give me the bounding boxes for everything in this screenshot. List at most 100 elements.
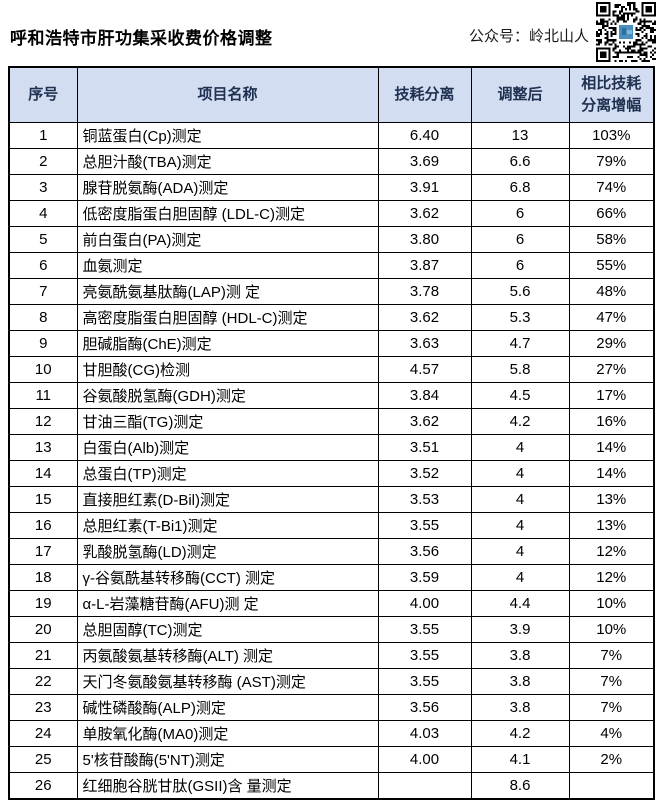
- increase-value: [568, 772, 655, 800]
- table-row: 24 单胺氧化酶(MA0)测定 4.03 4.2 4%: [8, 720, 655, 747]
- increase-value: 79%: [568, 148, 655, 175]
- table-row: 1 铜蓝蛋白(Cp)测定 6.40 13 103%: [8, 122, 655, 149]
- table-row: 20 总胆固醇(TC)测定 3.55 3.9 10%: [8, 616, 655, 643]
- row-no: 5: [8, 226, 78, 253]
- table-body: 1 铜蓝蛋白(Cp)测定 6.40 13 103% 2 总胆汁酸(TBA)测定 3.69 6.6…: [8, 122, 655, 800]
- table-row: 17 乳酸脱氢酶(LD)测定 3.56 4 12%: [8, 538, 655, 565]
- adjusted-value: 5.8: [470, 356, 570, 383]
- adjusted-value: 6: [470, 252, 570, 279]
- adjusted-value: 4: [470, 460, 570, 487]
- sep-value: [377, 772, 472, 800]
- table-row: 26 红细胞谷胱甘肽(GSII)含 量测定 8.6: [8, 772, 655, 800]
- row-no: 8: [8, 304, 78, 331]
- row-no: 10: [8, 356, 78, 383]
- adjusted-value: 4.2: [470, 408, 570, 435]
- increase-value: 17%: [568, 382, 655, 409]
- sep-value: 3.69: [377, 148, 472, 175]
- increase-value: 2%: [568, 746, 655, 773]
- item-name: 亮氨酰氨基肽酶(LAP)测 定: [76, 278, 379, 305]
- row-no: 13: [8, 434, 78, 461]
- item-name: 乳酸脱氢酶(LD)测定: [76, 538, 379, 565]
- table-row: 9 胆碱脂酶(ChE)测定 3.63 4.7 29%: [8, 330, 655, 357]
- item-name: 碱性磷酸酶(ALP)测定: [76, 694, 379, 721]
- adjusted-value: 13: [470, 122, 570, 149]
- sep-value: 3.87: [377, 252, 472, 279]
- sep-value: 3.55: [377, 512, 472, 539]
- increase-value: 27%: [568, 356, 655, 383]
- table-row: 7 亮氨酰氨基肽酶(LAP)测 定 3.78 5.6 48%: [8, 278, 655, 305]
- increase-value: 13%: [568, 512, 655, 539]
- table-row: 2 总胆汁酸(TBA)测定 3.69 6.6 79%: [8, 148, 655, 175]
- item-name: 胆碱脂酶(ChE)测定: [76, 330, 379, 357]
- adjusted-value: 4: [470, 434, 570, 461]
- table-row: 6 血氨测定 3.87 6 55%: [8, 252, 655, 279]
- row-no: 7: [8, 278, 78, 305]
- table-row: 4 低密度脂蛋白胆固醇 (LDL-C)测定 3.62 6 66%: [8, 200, 655, 227]
- table-row: 5 前白蛋白(PA)测定 3.80 6 58%: [8, 226, 655, 253]
- row-no: 26: [8, 772, 78, 800]
- increase-value: 4%: [568, 720, 655, 747]
- item-name: 天门冬氨酸氨基转移酶 (AST)测定: [76, 668, 379, 695]
- sep-value: 3.91: [377, 174, 472, 201]
- item-name: 血氨测定: [76, 252, 379, 279]
- col-header-sep: 技耗分离: [377, 66, 472, 123]
- row-no: 23: [8, 694, 78, 721]
- item-name: 单胺氧化酶(MA0)测定: [76, 720, 379, 747]
- row-no: 18: [8, 564, 78, 591]
- sep-value: 3.84: [377, 382, 472, 409]
- adjusted-value: 4.2: [470, 720, 570, 747]
- table-row: 19 α-L-岩藻糖苷酶(AFU)测 定 4.00 4.4 10%: [8, 590, 655, 617]
- sep-value: 4.00: [377, 590, 472, 617]
- sep-value: 3.56: [377, 538, 472, 565]
- row-no: 9: [8, 330, 78, 357]
- item-name: 腺苷脱氨酶(ADA)测定: [76, 174, 379, 201]
- item-name: 甘胆酸(CG)检测: [76, 356, 379, 383]
- adjusted-value: 4: [470, 512, 570, 539]
- row-no: 1: [8, 122, 78, 149]
- table-row: 23 碱性磷酸酶(ALP)测定 3.56 3.8 7%: [8, 694, 655, 721]
- item-name: 高密度脂蛋白胆固醇 (HDL-C)测定: [76, 304, 379, 331]
- increase-value: 66%: [568, 200, 655, 227]
- adjusted-value: 4.7: [470, 330, 570, 357]
- increase-value: 12%: [568, 538, 655, 565]
- item-name: 低密度脂蛋白胆固醇 (LDL-C)测定: [76, 200, 379, 227]
- sep-value: 6.40: [377, 122, 472, 149]
- adjusted-value: 6: [470, 226, 570, 253]
- adjusted-value: 5.6: [470, 278, 570, 305]
- increase-value: 74%: [568, 174, 655, 201]
- sep-value: 3.55: [377, 668, 472, 695]
- table-row: 18 γ-谷氨酰基转移酶(CCT) 测定 3.59 4 12%: [8, 564, 655, 591]
- increase-value: 29%: [568, 330, 655, 357]
- row-no: 4: [8, 200, 78, 227]
- sep-value: 3.51: [377, 434, 472, 461]
- table-row: 21 丙氨酸氨基转移酶(ALT) 测定 3.55 3.8 7%: [8, 642, 655, 669]
- adjusted-value: 6.6: [470, 148, 570, 175]
- increase-value: 7%: [568, 642, 655, 669]
- item-name: 直接胆红素(D-Bil)测定: [76, 486, 379, 513]
- adjusted-value: 4: [470, 564, 570, 591]
- increase-value: 103%: [568, 122, 655, 149]
- item-name: 总胆固醇(TC)测定: [76, 616, 379, 643]
- item-name: 甘油三酯(TG)测定: [76, 408, 379, 435]
- sep-value: 4.57: [377, 356, 472, 383]
- item-name: 总胆汁酸(TBA)测定: [76, 148, 379, 175]
- sep-value: 3.55: [377, 616, 472, 643]
- row-no: 22: [8, 668, 78, 695]
- adjusted-value: 8.6: [470, 772, 570, 800]
- row-no: 6: [8, 252, 78, 279]
- adjusted-value: 6: [470, 200, 570, 227]
- item-name: 总胆红素(T-Bi1)测定: [76, 512, 379, 539]
- sep-value: 3.55: [377, 642, 472, 669]
- increase-value: 10%: [568, 616, 655, 643]
- item-name: 铜蓝蛋白(Cp)测定: [76, 122, 379, 149]
- adjusted-value: 5.3: [470, 304, 570, 331]
- row-no: 12: [8, 408, 78, 435]
- item-name: 总蛋白(TP)测定: [76, 460, 379, 487]
- row-no: 16: [8, 512, 78, 539]
- item-name: 红细胞谷胱甘肽(GSII)含 量测定: [76, 772, 379, 800]
- row-no: 20: [8, 616, 78, 643]
- sep-value: 3.52: [377, 460, 472, 487]
- col-header-increase: 相比技耗分离增幅: [568, 66, 655, 123]
- item-name: γ-谷氨酰基转移酶(CCT) 测定: [76, 564, 379, 591]
- account-label: 公众号：岭北山人: [468, 28, 589, 45]
